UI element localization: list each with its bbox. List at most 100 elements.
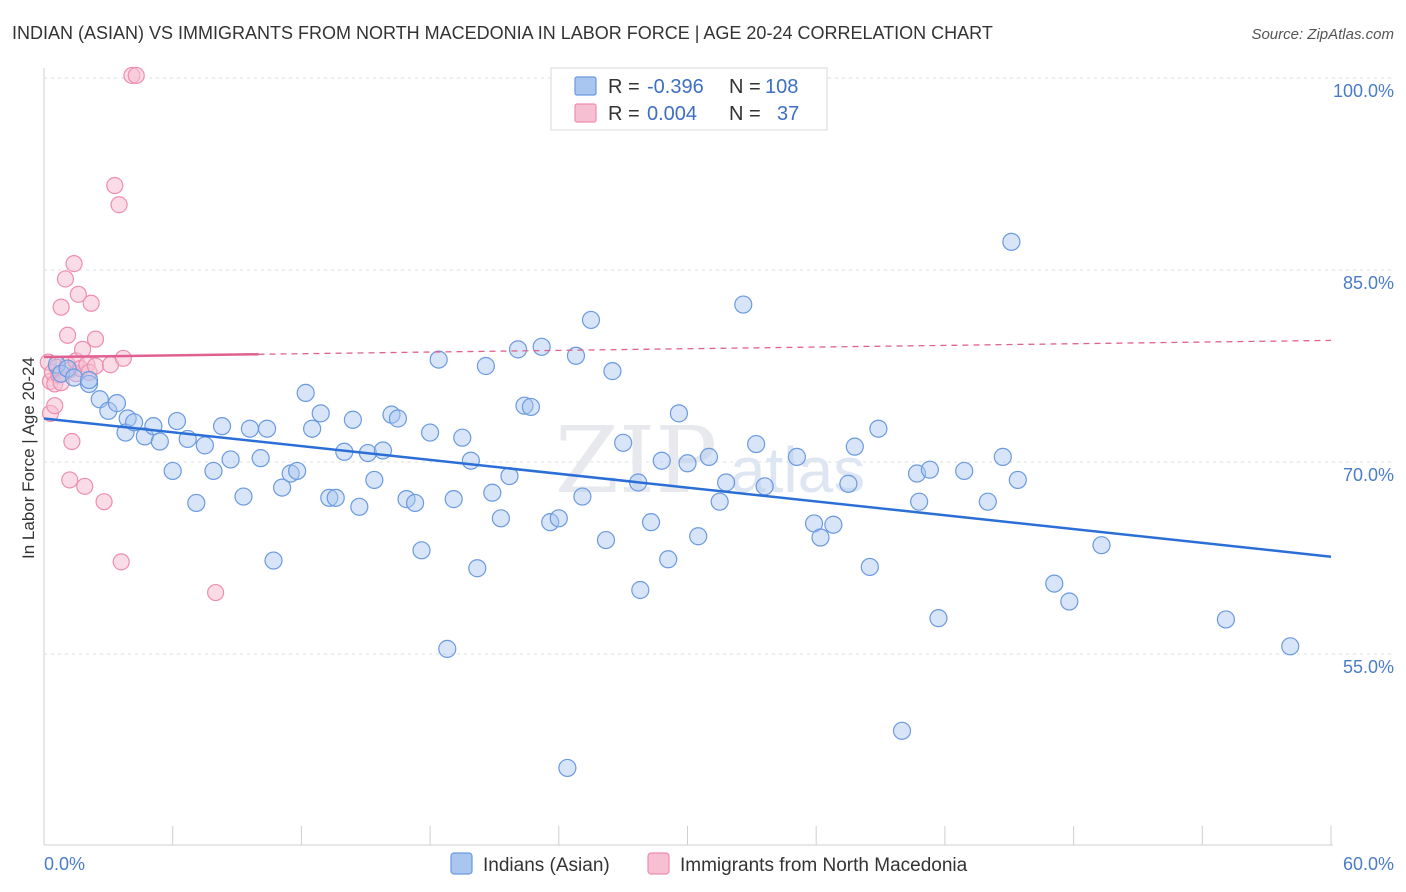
data-point-north-macedonia	[106, 176, 124, 195]
data-point-indians-asian	[929, 609, 948, 628]
y-axis-label: In Labor Force | Age 20-24	[19, 357, 38, 559]
data-point-indians-asian	[412, 541, 431, 560]
data-point-indians-asian	[212, 417, 232, 436]
y-axis-tick-labels: 55.0% 70.0% 85.0% 100.0%	[1333, 81, 1394, 677]
data-point-indians-asian	[811, 528, 830, 547]
data-point-indians-asian	[549, 509, 568, 528]
trend-line-indians-asian	[43, 417, 1332, 558]
data-point-indians-asian	[163, 461, 182, 481]
data-point-indians-asian	[710, 492, 729, 511]
data-point-indians-asian	[421, 423, 440, 442]
data-point-north-macedonia	[63, 432, 81, 451]
data-point-north-macedonia	[52, 298, 70, 316]
y-tick-label: 100.0%	[1333, 81, 1394, 101]
data-point-indians-asian	[365, 470, 384, 490]
legend-swatch-pink	[574, 103, 597, 123]
data-point-north-macedonia	[56, 270, 75, 288]
data-point-indians-asian	[388, 409, 408, 428]
data-point-indians-asian	[910, 492, 929, 511]
x-axis-ticks	[172, 826, 1332, 845]
series-north-macedonia	[39, 66, 225, 602]
data-point-north-macedonia	[112, 553, 130, 571]
data-point-indians-asian	[195, 436, 214, 455]
legend-n-label-1: N =	[729, 76, 761, 98]
data-point-north-macedonia	[86, 330, 105, 348]
data-point-indians-asian	[1281, 637, 1300, 656]
series-legend: Indians (Asian) Immigrants from North Ma…	[450, 852, 968, 876]
chart-source: Source: ZipAtlas.com	[1251, 26, 1394, 43]
bottom-legend-label-pink: Immigrants from North Macedonia	[680, 855, 968, 876]
data-point-indians-asian	[264, 551, 283, 570]
trend-lines	[43, 339, 1332, 558]
data-point-indians-asian	[79, 374, 99, 394]
data-point-indians-asian	[311, 404, 330, 423]
y-tick-label: 85.0%	[1343, 273, 1394, 293]
data-point-indians-asian	[1045, 574, 1064, 593]
data-point-indians-asian	[107, 394, 127, 413]
data-point-indians-asian	[257, 419, 277, 438]
stats-legend-box	[550, 67, 828, 131]
data-point-indians-asian	[288, 461, 307, 481]
data-point-indians-asian	[453, 428, 472, 447]
data-point-indians-asian	[699, 447, 719, 466]
data-point-indians-asian	[845, 437, 864, 456]
data-point-indians-asian	[669, 404, 689, 423]
data-point-north-macedonia	[61, 471, 79, 489]
legend-r-value-2: 0.004	[647, 103, 697, 125]
data-point-indians-asian	[303, 419, 322, 438]
legend-r-value-1: -0.396	[647, 76, 704, 98]
data-point-indians-asian	[234, 487, 253, 506]
data-point-indians-asian	[596, 530, 616, 550]
trend-line-north-macedonia	[43, 353, 259, 359]
data-point-indians-asian	[581, 310, 601, 330]
data-point-indians-asian	[993, 447, 1012, 466]
data-point-indians-asian	[476, 356, 495, 376]
data-point-indians-asian	[272, 478, 292, 497]
data-point-indians-asian	[515, 396, 534, 415]
data-point-indians-asian	[405, 493, 425, 513]
data-point-indians-asian	[350, 497, 369, 516]
data-point-indians-asian	[429, 350, 448, 369]
data-point-indians-asian	[438, 639, 457, 658]
data-point-north-macedonia	[46, 397, 64, 415]
bottom-legend-label-blue: Indians (Asian)	[483, 855, 610, 876]
series-indians-asian	[47, 232, 1300, 778]
data-point-indians-asian	[892, 721, 912, 740]
legend-r-label-2: R =	[608, 103, 640, 125]
data-point-indians-asian	[614, 433, 633, 452]
legend-swatch-blue	[574, 76, 597, 96]
data-point-north-macedonia	[82, 294, 100, 312]
y-tick-label: 70.0%	[1343, 465, 1394, 485]
data-point-indians-asian	[461, 451, 480, 470]
data-point-indians-asian	[755, 477, 774, 496]
data-point-indians-asian	[787, 447, 806, 466]
watermark-zip: ZIP	[555, 407, 717, 514]
data-point-indians-asian	[1002, 232, 1021, 251]
gridlines	[44, 77, 1394, 655]
data-point-indians-asian	[1092, 536, 1111, 555]
data-point-indians-asian	[326, 488, 345, 507]
data-point-indians-asian	[167, 411, 187, 431]
legend-n-label-2: N =	[729, 103, 761, 125]
data-point-indians-asian	[824, 515, 843, 534]
data-point-indians-asian	[320, 488, 339, 507]
data-point-indians-asian	[397, 490, 416, 509]
data-point-indians-asian	[573, 487, 592, 506]
data-point-indians-asian	[541, 513, 560, 532]
data-point-indians-asian	[491, 509, 510, 528]
stats-legend: R = -0.396 N = 108 R = 0.004 N = 37	[550, 67, 828, 131]
legend-r-label-1: R =	[608, 76, 640, 98]
data-point-indians-asian	[652, 451, 671, 470]
data-point-indians-asian	[483, 483, 502, 502]
data-point-indians-asian	[659, 550, 678, 569]
data-point-indians-asian	[64, 368, 84, 387]
data-point-indians-asian	[251, 449, 270, 468]
data-point-indians-asian	[187, 493, 206, 513]
data-point-indians-asian	[631, 580, 650, 600]
legend-n-value-2: 37	[777, 103, 799, 125]
x-tick-label-min: 0.0%	[44, 854, 85, 874]
data-point-indians-asian	[869, 419, 888, 438]
data-point-indians-asian	[839, 474, 858, 493]
data-point-indians-asian	[747, 434, 766, 454]
data-point-north-macedonia	[76, 477, 94, 495]
